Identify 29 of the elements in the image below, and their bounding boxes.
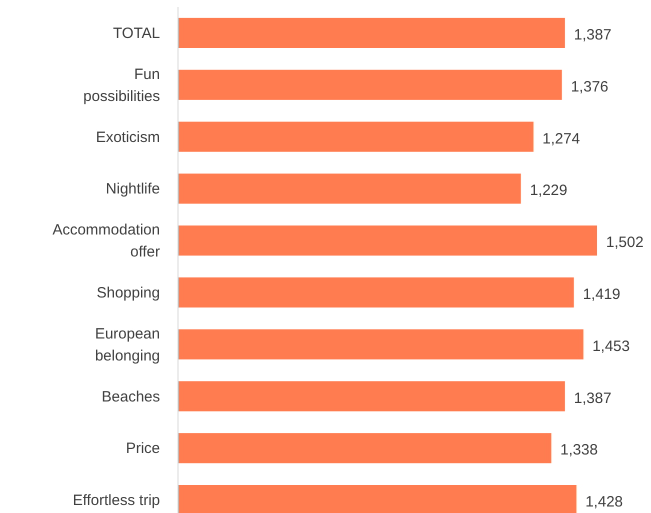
bar bbox=[178, 122, 534, 152]
data-label: 1,419 bbox=[582, 286, 620, 303]
data-label: 1,387 bbox=[574, 390, 612, 407]
bar bbox=[178, 433, 552, 464]
y-tick-label: Accommodation offer bbox=[52, 221, 160, 260]
data-label: 1,376 bbox=[570, 78, 608, 96]
bar bbox=[178, 277, 574, 308]
data-label: 1,338 bbox=[560, 442, 598, 459]
bar bbox=[178, 381, 565, 412]
y-tick-label: Nightlife bbox=[106, 180, 160, 198]
bar bbox=[178, 18, 565, 48]
data-label: 1,229 bbox=[530, 182, 568, 200]
y-tick-label: TOTAL bbox=[113, 24, 160, 42]
y-tick-label: Price bbox=[126, 440, 160, 457]
bar bbox=[178, 329, 584, 360]
y-tick-label: Exoticism bbox=[96, 128, 160, 146]
y-tick-label: Effortless trip bbox=[72, 492, 160, 509]
data-label: 1,428 bbox=[585, 494, 623, 511]
y-tick-label: Fun possibilities bbox=[83, 65, 160, 104]
y-tick-label: Shopping bbox=[96, 284, 160, 301]
data-label: 1,502 bbox=[606, 234, 644, 252]
bar bbox=[178, 70, 562, 100]
data-label: 1,453 bbox=[592, 338, 630, 355]
bar bbox=[178, 226, 597, 256]
y-tick-label: Beaches bbox=[102, 388, 160, 405]
data-label: 1,274 bbox=[542, 130, 580, 148]
data-label: 1,387 bbox=[574, 26, 612, 44]
y-tick-label: European belonging bbox=[94, 324, 160, 364]
bar bbox=[178, 174, 521, 204]
